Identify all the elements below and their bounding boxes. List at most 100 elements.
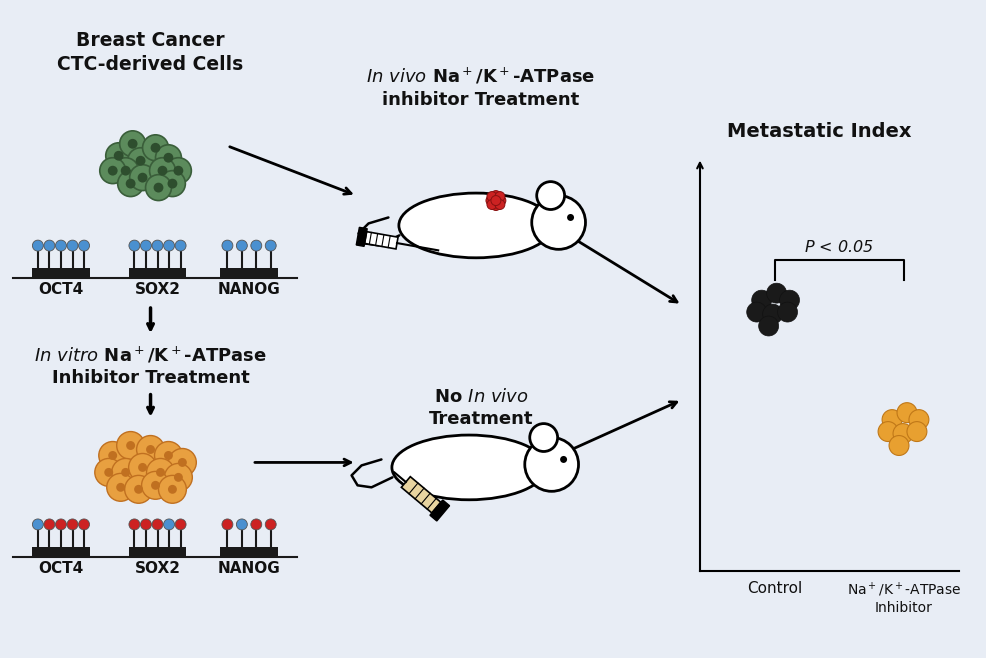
Circle shape	[176, 240, 186, 251]
Text: SOX2: SOX2	[134, 282, 180, 297]
Circle shape	[164, 153, 174, 163]
Bar	[220, 547, 278, 556]
Circle shape	[780, 290, 800, 310]
Circle shape	[151, 143, 161, 153]
Circle shape	[108, 451, 117, 460]
Circle shape	[222, 519, 233, 530]
Circle shape	[147, 459, 175, 486]
Circle shape	[909, 410, 929, 430]
Circle shape	[116, 483, 125, 492]
Circle shape	[125, 179, 135, 189]
Circle shape	[495, 191, 505, 201]
Circle shape	[893, 424, 913, 443]
Circle shape	[126, 441, 135, 450]
Circle shape	[164, 240, 175, 251]
Circle shape	[166, 158, 191, 184]
Circle shape	[177, 458, 186, 467]
Circle shape	[111, 459, 140, 486]
Circle shape	[112, 158, 139, 184]
Text: Breast Cancer
CTC-derived Cells: Breast Cancer CTC-derived Cells	[57, 32, 244, 74]
Circle shape	[487, 199, 497, 209]
Circle shape	[487, 191, 497, 201]
Circle shape	[44, 240, 55, 251]
Text: $P$ < 0.05: $P$ < 0.05	[805, 240, 875, 255]
Circle shape	[106, 143, 131, 168]
Circle shape	[165, 463, 192, 492]
Circle shape	[495, 199, 505, 209]
Circle shape	[106, 473, 135, 501]
Circle shape	[158, 166, 168, 176]
Bar	[33, 547, 90, 556]
Circle shape	[176, 519, 186, 530]
Circle shape	[762, 304, 783, 324]
Circle shape	[151, 481, 160, 490]
Text: NANOG: NANOG	[218, 282, 280, 297]
Circle shape	[127, 148, 154, 174]
Polygon shape	[430, 500, 450, 521]
Circle shape	[105, 468, 113, 477]
Circle shape	[164, 519, 175, 530]
Text: Na$^+$/K$^+$-ATPase
Inhibitor: Na$^+$/K$^+$-ATPase Inhibitor	[847, 581, 961, 615]
Circle shape	[156, 468, 165, 477]
Text: $\it{In\ vitro}$ Na$^+$/K$^+$-ATPase
Inhibitor Treatment: $\it{In\ vitro}$ Na$^+$/K$^+$-ATPase Inh…	[34, 345, 267, 388]
Circle shape	[164, 451, 173, 460]
Circle shape	[222, 240, 233, 251]
Circle shape	[237, 240, 247, 251]
Polygon shape	[356, 227, 367, 246]
Circle shape	[146, 445, 155, 454]
Polygon shape	[365, 232, 398, 249]
Circle shape	[55, 240, 66, 251]
Circle shape	[67, 240, 78, 251]
Circle shape	[33, 240, 43, 251]
Bar	[220, 268, 278, 277]
Circle shape	[879, 422, 898, 442]
Circle shape	[152, 519, 163, 530]
Circle shape	[100, 158, 125, 184]
Circle shape	[491, 201, 501, 211]
Circle shape	[119, 131, 146, 157]
Polygon shape	[401, 476, 441, 513]
Circle shape	[746, 302, 767, 322]
Circle shape	[907, 422, 927, 442]
Bar	[128, 268, 186, 277]
Circle shape	[154, 183, 164, 193]
Circle shape	[525, 438, 579, 492]
Circle shape	[531, 195, 586, 249]
Circle shape	[33, 519, 43, 530]
Circle shape	[136, 156, 146, 166]
Circle shape	[140, 240, 152, 251]
Circle shape	[134, 485, 143, 494]
Circle shape	[121, 468, 130, 477]
Circle shape	[529, 424, 558, 451]
Circle shape	[536, 182, 565, 209]
Circle shape	[124, 475, 153, 503]
Circle shape	[486, 195, 496, 205]
Circle shape	[129, 519, 140, 530]
Circle shape	[174, 473, 182, 482]
Circle shape	[67, 519, 78, 530]
Circle shape	[265, 240, 276, 251]
Circle shape	[140, 519, 152, 530]
Circle shape	[156, 145, 181, 170]
Circle shape	[889, 436, 909, 455]
Circle shape	[128, 139, 137, 149]
Circle shape	[129, 164, 156, 191]
Circle shape	[778, 302, 798, 322]
Circle shape	[143, 135, 169, 161]
Text: SOX2: SOX2	[134, 561, 180, 576]
Circle shape	[758, 316, 779, 336]
Circle shape	[767, 283, 787, 303]
Circle shape	[168, 179, 177, 189]
Circle shape	[491, 191, 501, 201]
Circle shape	[155, 442, 182, 469]
Circle shape	[128, 453, 157, 482]
Circle shape	[44, 519, 55, 530]
Circle shape	[250, 240, 261, 251]
Circle shape	[174, 166, 183, 176]
Text: NANOG: NANOG	[218, 561, 280, 576]
Circle shape	[138, 172, 148, 182]
Ellipse shape	[391, 435, 546, 500]
Text: Metastatic Index: Metastatic Index	[727, 122, 912, 141]
Circle shape	[79, 519, 90, 530]
Text: OCT4: OCT4	[38, 561, 84, 576]
